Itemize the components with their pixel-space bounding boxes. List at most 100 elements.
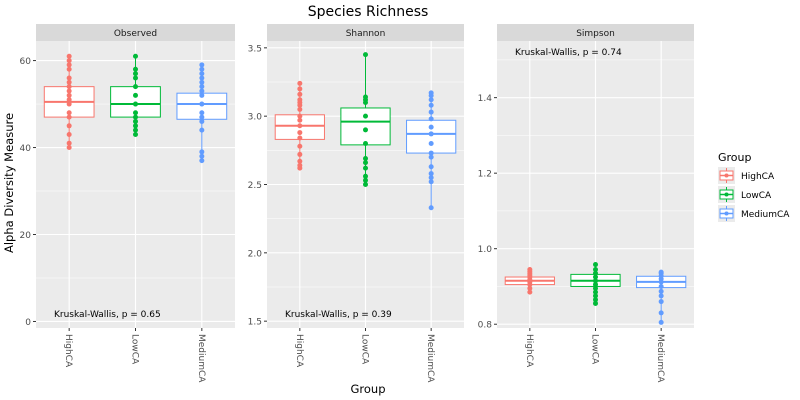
data-point [428,131,434,137]
data-point [428,179,434,185]
legend-key-point [724,173,729,178]
data-point [593,262,598,268]
data-point [133,123,138,129]
x-tick-label: MediumCA [425,334,435,383]
y-tick-label: 0.8 [478,321,493,331]
data-point [199,79,205,85]
data-point [428,116,434,122]
data-point [363,113,368,119]
data-point [66,101,72,107]
data-point [199,114,205,120]
data-point [428,124,434,130]
y-tick-label: 3.5 [248,44,262,54]
data-point [658,319,664,325]
data-point [297,158,303,164]
data-point [363,182,368,187]
data-point [199,149,205,155]
data-point [363,173,368,179]
box-mediumca [406,90,457,211]
panel-simpson: Simpson 0.8 1.0 1.2 1.4 HighCA LowCA MediumCA Kr… [478,24,694,383]
y-tick-label: 40 [20,144,32,154]
data-point [428,141,434,146]
y-tick-label: 0 [25,318,31,328]
box-highca [43,53,95,151]
data-point [297,123,303,129]
data-point [66,92,72,98]
data-point [297,143,303,149]
facet-strip-label: Simpson [576,29,615,39]
data-point [428,171,434,177]
data-point [133,131,138,137]
panel-observed: Observed 0 20 40 60 HighCA LowCA MediumCA Kruska… [20,24,235,383]
data-point [66,58,72,64]
legend: Group HighCA LowCA MediumCA [718,151,790,222]
chart-title: Species Richness [308,4,429,20]
box-mediumca [176,62,228,164]
y-tick-label: 1.0 [478,245,493,255]
data-point [593,285,598,291]
data-point [658,310,664,316]
data-point [199,127,205,133]
data-point [593,293,598,299]
data-point [297,135,303,141]
data-point [363,127,368,133]
data-point [363,177,368,183]
data-point [593,266,598,272]
data-point [428,164,434,170]
facet-strip-label: Shannon [346,29,386,39]
legend-item-label: MediumCA [741,210,790,220]
data-point [133,53,138,59]
data-point [133,101,138,107]
data-point [66,75,72,81]
data-point [199,84,205,90]
data-point [428,154,434,160]
legend-item-lowca: LowCA [718,186,772,203]
data-point [593,274,598,280]
box-highca [504,266,555,295]
box-iqr [340,107,391,146]
data-point [199,71,205,77]
data-point [199,101,205,107]
data-point [297,151,303,157]
legend-item-mediumca: MediumCA [718,205,790,222]
data-point [428,150,434,156]
x-tick-label: HighCA [63,334,73,368]
data-point [297,97,303,103]
facet-panels: Observed 0 20 40 60 HighCA LowCA MediumCA Kruska… [20,24,694,383]
y-tick-label: 1.4 [478,94,493,104]
y-axis-label: Alpha Diversity Measure [2,113,16,253]
legend-item-highca: HighCA [718,167,775,184]
data-point [297,80,303,86]
data-point [66,131,72,137]
data-point [199,92,205,98]
data-point [593,282,598,288]
data-point [133,84,138,90]
data-point [658,299,664,305]
facet-strip-label: Observed [114,29,157,39]
data-point [363,156,368,162]
data-point [658,269,664,275]
facet-strip [267,24,464,41]
data-point [658,283,664,289]
data-point [199,110,205,116]
data-point [428,175,434,181]
data-point [363,160,368,166]
data-point [428,97,434,103]
data-point [133,66,138,72]
data-point [133,127,138,133]
x-tick-label: HighCA [524,334,534,368]
data-point [363,141,368,146]
data-point [66,110,72,116]
data-point [593,289,598,295]
data-point [66,62,72,68]
data-point [363,165,368,171]
x-tick-label: LowCA [360,334,370,365]
data-point [66,114,72,120]
data-point [133,114,138,120]
data-point [593,297,598,303]
panel-shannon: Shannon 1.5 2.0 2.5 3.0 3.5 HighCA LowCA MediumC… [248,24,464,383]
data-point [297,86,303,92]
x-axis-label: Group [350,382,385,396]
data-point [66,53,72,59]
